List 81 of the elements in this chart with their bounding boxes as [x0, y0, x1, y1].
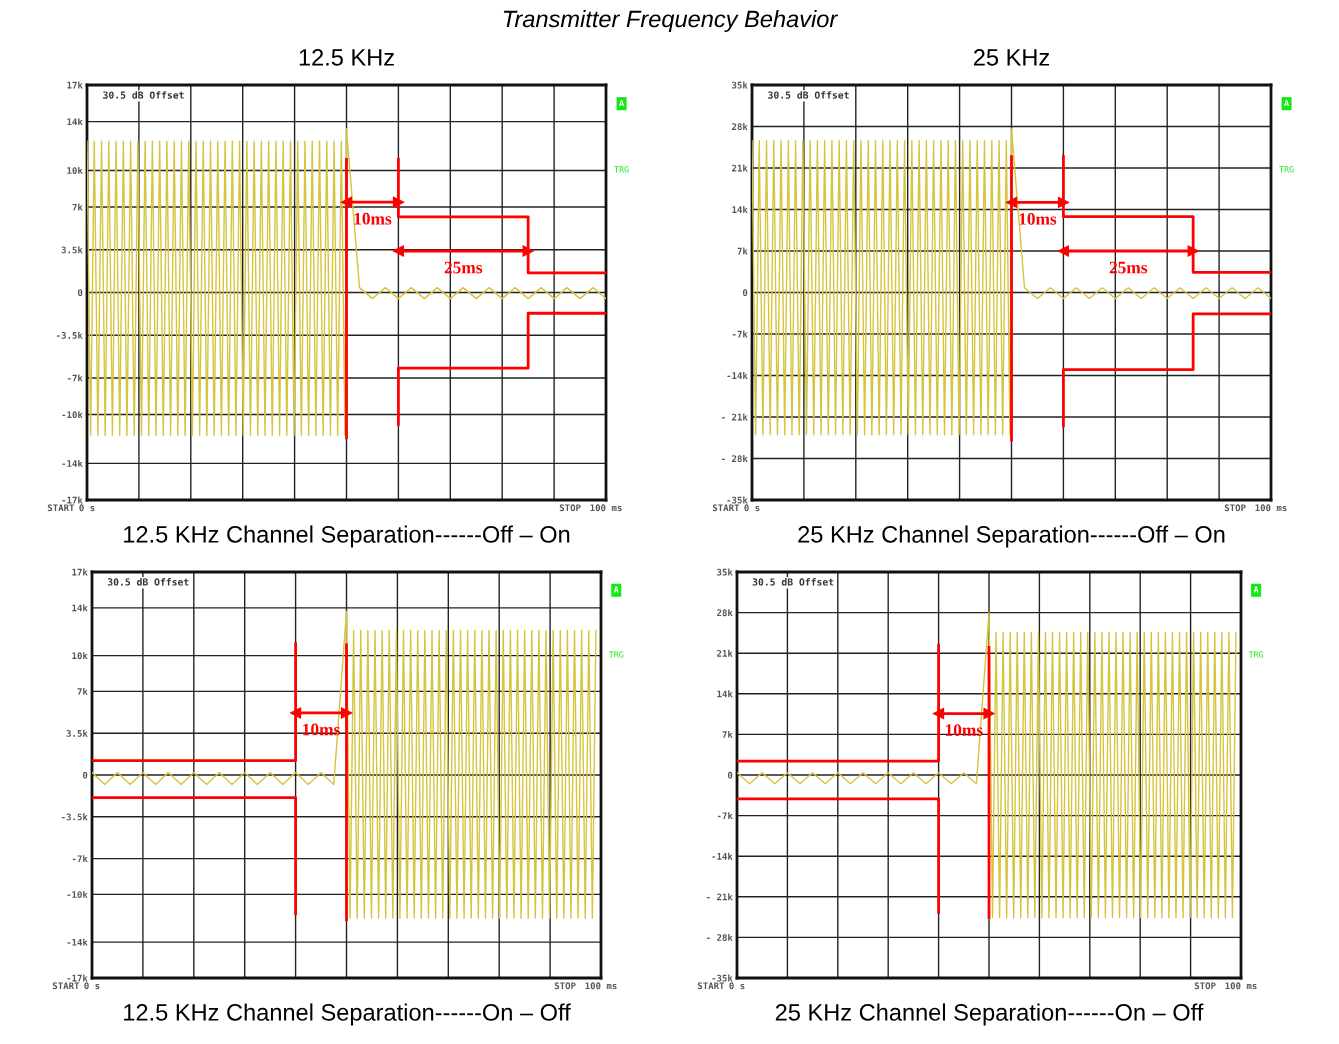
y-tick-label: 0	[77, 289, 83, 297]
y-tick-label: - 28k	[721, 455, 748, 463]
y-tick-label: - 21k	[706, 893, 733, 901]
y-tick-label: 14k	[732, 206, 748, 213]
text: START	[712, 504, 740, 512]
annotation: 30.5 dB Offset	[752, 578, 834, 586]
text: TRG	[1279, 166, 1294, 173]
y-tick-label: 28k	[732, 123, 748, 131]
y-tick-label: -3.5k	[61, 813, 88, 821]
x-axis-title: 12.5 KHz Channel Separation------On – Off	[124, 1003, 571, 1026]
y-tick-label: 14k	[72, 604, 88, 612]
text: A	[1284, 99, 1289, 106]
chart-subtitle: 25 KHz	[973, 49, 1050, 66]
y-tick-label: 7k	[77, 687, 88, 695]
annotation: 10ms	[354, 212, 392, 225]
y-tick-label: 0	[742, 289, 748, 297]
y-tick-label: 10k	[72, 652, 88, 660]
x-axis-title: 25 KHz Channel Separation------On – Off	[775, 1003, 1204, 1026]
text: START	[697, 982, 725, 990]
y-tick-label: -14k	[727, 372, 748, 379]
text: START	[47, 504, 75, 512]
text: STOP	[1224, 504, 1246, 512]
x-axis-title: 25 KHz Channel Separation------Off – On	[798, 525, 1225, 548]
text: TRG	[1248, 651, 1264, 658]
y-tick-label: - 21k	[721, 413, 748, 421]
y-tick-label: -7k	[732, 330, 748, 338]
y-tick-label: -17k	[67, 974, 88, 982]
x-tick-label: 100 ms	[590, 504, 622, 512]
y-tick-label: 35k	[732, 81, 748, 89]
y-tick-label: 28k	[717, 609, 733, 617]
y-tick-label: 21k	[732, 164, 748, 172]
text: A	[613, 586, 619, 593]
y-tick-label: -14k	[62, 459, 83, 467]
text: Transmitter Frequency Behavior	[503, 10, 839, 33]
y-tick-label: 21k	[717, 649, 733, 657]
annotation: 30.5 dB Offset	[768, 91, 849, 99]
y-tick-label: 17k	[72, 568, 88, 576]
y-tick-label: -17k	[62, 496, 83, 504]
y-tick-label: 3.5k	[61, 246, 83, 254]
text: STOP	[1194, 982, 1216, 990]
y-tick-label: -35k	[712, 974, 733, 982]
text: TRG	[614, 166, 629, 173]
x-tick-label: 100 ms	[1255, 504, 1287, 512]
text: STOP	[559, 504, 581, 512]
y-tick-label: -10k	[67, 890, 88, 898]
y-tick-label: 0	[727, 771, 733, 779]
text: A	[619, 99, 624, 106]
y-tick-label: -7k	[717, 812, 733, 820]
x-tick-label: 0 s	[729, 982, 745, 990]
text: A	[1253, 586, 1259, 593]
x-tick-label: 100 ms	[585, 982, 617, 990]
y-tick-label: -35k	[727, 496, 748, 504]
y-tick-label: 10k	[67, 167, 83, 174]
y-tick-label: -14k	[67, 938, 88, 946]
y-tick-label: -3.5k	[56, 331, 83, 339]
annotation: 10ms	[1019, 213, 1057, 225]
annotation: 30.5 dB Offset	[103, 91, 184, 99]
annotation: 30.5 dB Offset	[107, 578, 189, 586]
y-tick-label: -14k	[712, 852, 733, 860]
x-axis-title: 12.5 KHz Channel Separation------Off – On	[124, 525, 570, 548]
y-tick-label: 3.5k	[66, 729, 88, 737]
chart-subtitle: 12.5 KHz	[299, 49, 394, 66]
y-tick-label: 7k	[72, 203, 83, 211]
y-tick-label: 7k	[722, 730, 733, 738]
text: START	[52, 982, 80, 990]
x-tick-label: 0 s	[79, 504, 95, 512]
x-tick-label: 100 ms	[1225, 982, 1257, 990]
y-tick-label: -7k	[72, 855, 88, 863]
x-tick-label: 0 s	[84, 982, 100, 990]
y-tick-label: - 28k	[706, 933, 733, 941]
y-tick-label: 17k	[67, 81, 83, 89]
y-tick-label: 35k	[717, 568, 733, 576]
text: TRG	[608, 651, 624, 658]
text: STOP	[554, 982, 576, 990]
y-tick-label: -10k	[62, 411, 83, 419]
y-tick-label: 14k	[67, 118, 83, 126]
y-tick-label: 7k	[737, 247, 748, 255]
y-tick-label: -7k	[67, 374, 83, 382]
y-tick-label: 14k	[717, 690, 733, 698]
x-tick-label: 0 s	[744, 504, 760, 512]
y-tick-label: 0	[82, 771, 88, 779]
